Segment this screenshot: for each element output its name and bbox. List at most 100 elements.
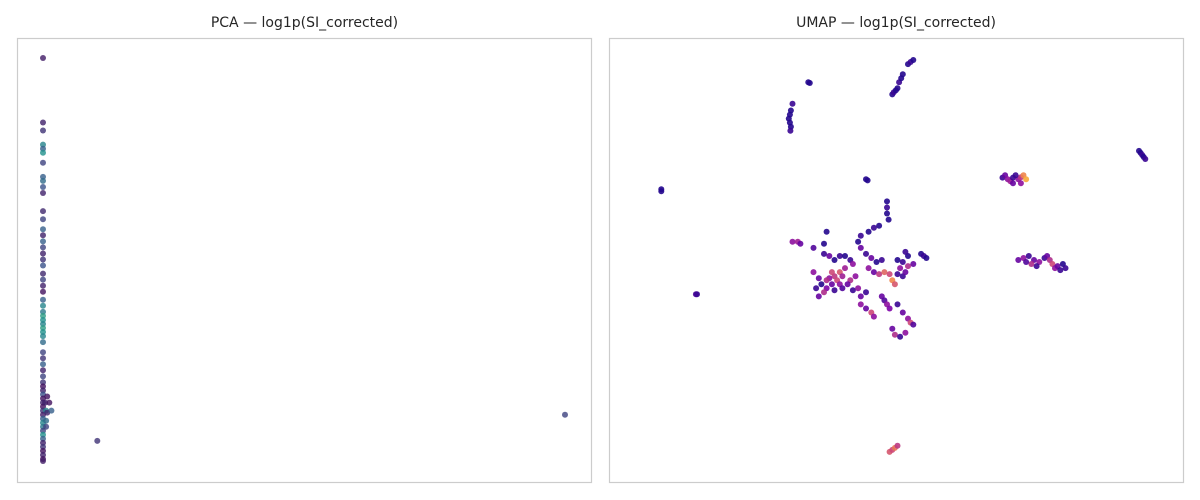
umap-point [815,275,822,282]
umap-point [863,289,869,296]
umap-point [878,257,885,263]
umap-point [865,228,872,235]
umap-point [823,277,830,284]
pca-point [40,184,46,190]
pca-point [40,373,46,380]
pca-point [40,190,46,196]
umap-point [813,285,820,292]
umap-point [870,313,877,320]
pca-panel-title: PCA — log1p(SI_corrected) [210,15,399,31]
umap-point [894,85,901,92]
pca-point [40,159,46,166]
pca-point [40,302,46,309]
umap-point [658,186,665,193]
umap-point [844,281,851,288]
umap-point [839,285,846,292]
umap-point [876,271,883,278]
pca-point [40,119,46,126]
umap-point [884,210,890,217]
umap-point [828,269,835,276]
umap-point [891,281,898,288]
umap-point [789,238,796,245]
umap-panel-title: UMAP — log1p(SI_corrected) [796,15,996,31]
pca-point [40,256,46,263]
umap-point [894,442,901,449]
umap-point [857,293,864,300]
pca-point [40,333,46,340]
umap-point [864,177,871,184]
pca-point [40,149,46,156]
pca-point [43,423,50,430]
umap-point [831,287,838,294]
umap-point [855,285,862,292]
umap-point [815,293,822,300]
pca-point [40,288,46,295]
pca-point [40,458,46,464]
umap-point [828,281,835,288]
umap-point [806,80,813,86]
umap-point [823,228,830,235]
umap-point [839,273,846,280]
pca-point [40,361,46,368]
umap-point [852,273,859,280]
pca-point [40,232,46,239]
pca-point [40,226,46,233]
umap-point [863,305,869,312]
umap-point [897,333,904,340]
umap-point [855,238,862,245]
umap-point [1023,259,1030,265]
pca-point [40,447,46,454]
pca-point [40,127,46,134]
umap-point [910,321,917,328]
umap-point [1025,253,1032,259]
pca-point [44,393,51,400]
umap-point [897,265,904,272]
umap-point [894,257,901,263]
pca-point [40,367,46,374]
umap-point [694,291,700,298]
umap-point [902,329,909,336]
umap-point [899,259,906,265]
umap-point [881,269,888,276]
umap-point [821,250,827,257]
umap-points [658,57,1149,455]
umap-point [787,127,794,134]
umap-point [873,259,880,265]
umap-point [842,265,848,272]
umap-point [884,198,890,205]
pca-point [48,407,55,414]
umap-point [1028,261,1035,267]
pca-points [40,55,568,464]
umap-point [831,257,838,263]
umap-point [1015,257,1022,263]
umap-point [884,204,890,211]
pca-point [40,276,46,283]
pca-point [40,355,46,362]
umap-point [1062,265,1069,272]
umap-point [910,261,917,267]
umap-point [923,255,930,261]
umap-point [857,232,864,239]
umap-point [849,261,856,267]
umap-point [886,271,893,278]
umap-point [894,271,901,278]
umap-point [1010,180,1016,187]
umap-point [1023,176,1030,183]
pca-point [40,349,46,356]
pca-point [40,282,46,289]
umap-point [902,248,909,255]
umap-point [910,57,917,63]
pca-point [40,435,46,442]
umap-point [857,301,864,308]
umap-point [899,71,906,78]
umap-point [1057,267,1064,274]
umap-point [885,216,892,223]
pca-point [40,339,46,346]
umap-point [1017,180,1024,187]
umap-point [836,253,843,259]
umap-point [870,269,877,276]
pca-point [43,417,50,424]
umap-point [865,265,872,272]
umap-point [818,281,825,288]
